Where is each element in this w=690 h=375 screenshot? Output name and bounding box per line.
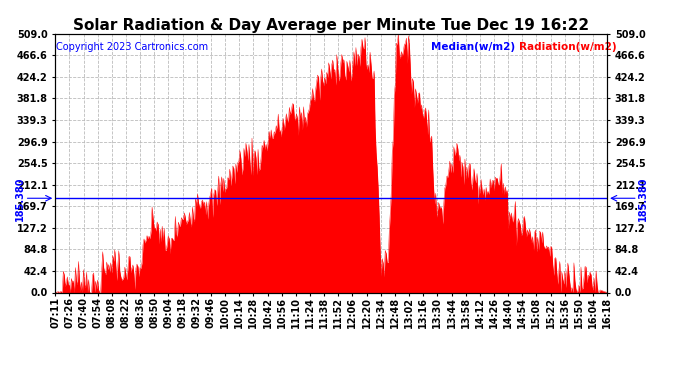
Text: Copyright 2023 Cartronics.com: Copyright 2023 Cartronics.com xyxy=(57,42,208,51)
Text: 185.380: 185.380 xyxy=(638,176,647,220)
Text: Radiation(w/m2): Radiation(w/m2) xyxy=(519,42,616,51)
Text: 185.380: 185.380 xyxy=(15,176,25,220)
Text: Median(w/m2): Median(w/m2) xyxy=(431,42,515,51)
Title: Solar Radiation & Day Average per Minute Tue Dec 19 16:22: Solar Radiation & Day Average per Minute… xyxy=(73,18,589,33)
